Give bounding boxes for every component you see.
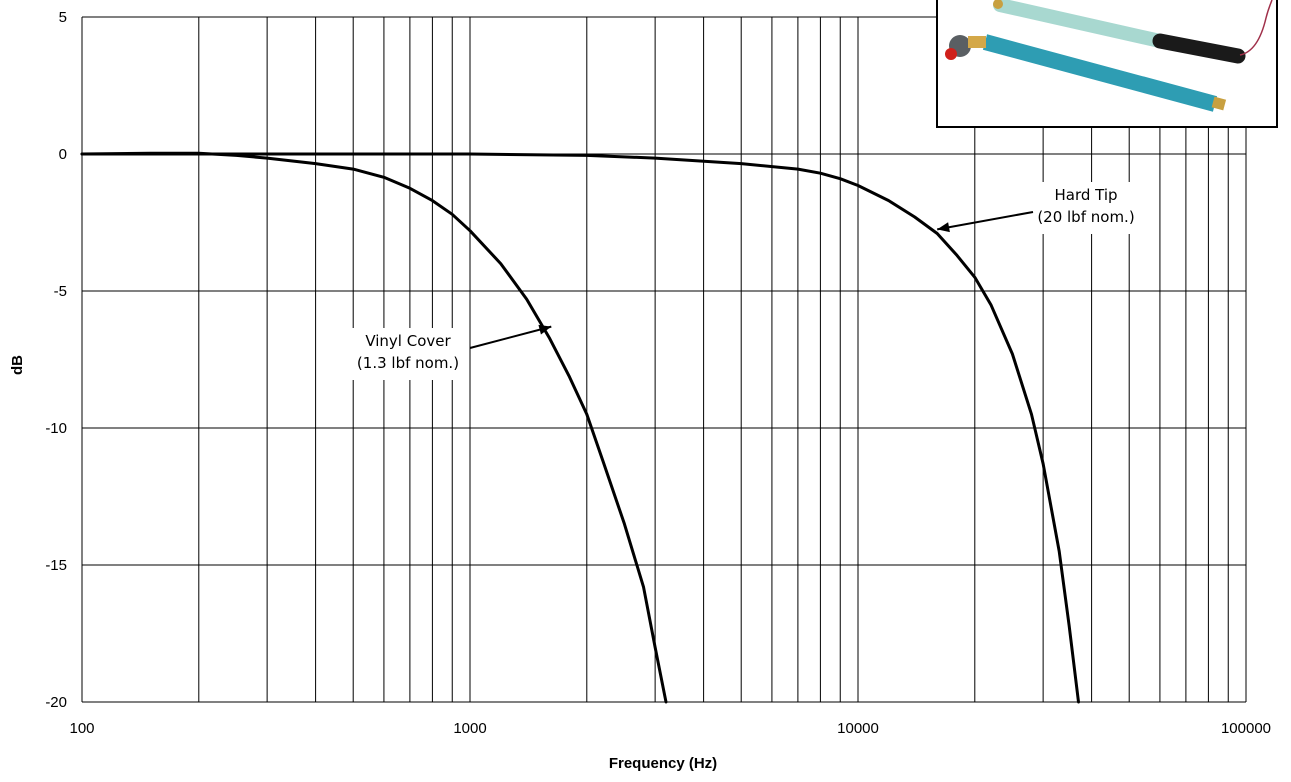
red-tip — [945, 48, 957, 60]
arrowhead — [937, 222, 950, 233]
series-line-hard-tip — [80, 152, 1080, 704]
y-tick-label: 0 — [59, 146, 67, 163]
black-grip — [1152, 33, 1246, 64]
tips-photo — [936, 0, 1278, 128]
series-line-vinyl-cover — [80, 151, 668, 704]
annotation-hard-tip: Hard Tip (20 lbf nom.) — [937, 182, 1148, 234]
y-tick-label: -15 — [45, 557, 67, 574]
annotation-text: Hard Tip — [1054, 186, 1117, 204]
y-tick-label: -10 — [45, 420, 67, 437]
brass-tip — [993, 0, 1003, 9]
annotation-box — [1024, 182, 1148, 234]
x-tick-label: 10000 — [837, 720, 879, 737]
grid — [81, 16, 1247, 703]
annotation-text: (20 lbf nom.) — [1037, 208, 1134, 226]
tick-labels: 100 1000 10000 100000 5 0 -5 -10 -15 -20 — [45, 9, 1271, 737]
light-tip-handle — [993, 0, 1167, 48]
annotation-text: (1.3 lbf nom.) — [357, 354, 459, 372]
cable — [1239, 0, 1273, 56]
x-axis-title: Frequency (Hz) — [609, 755, 717, 772]
annotation-text: Vinyl Cover — [365, 332, 451, 350]
teal-tip-handle — [982, 34, 1218, 112]
brass-end — [1211, 96, 1227, 111]
brass-coupler — [968, 36, 986, 48]
photo-frame — [936, 0, 1278, 128]
x-tick-label: 1000 — [453, 720, 486, 737]
annotation-box — [348, 328, 468, 380]
annotations: Hard Tip (20 lbf nom.) Vinyl Cover (1.3 lbf… — [348, 182, 1148, 380]
curves — [80, 151, 1080, 704]
x-tick-label: 100000 — [1221, 720, 1271, 737]
y-tick-label: -5 — [54, 283, 67, 300]
y-tick-label: -20 — [45, 694, 67, 711]
arrowhead — [538, 324, 552, 335]
y-tick-label: 5 — [59, 9, 67, 26]
y-axis-title: dB — [9, 355, 26, 375]
annotation-vinyl-cover: Vinyl Cover (1.3 lbf nom.) — [348, 324, 552, 380]
annotation-arrow — [937, 211, 1034, 231]
x-tick-label: 100 — [69, 720, 94, 737]
annotation-arrow — [469, 325, 552, 349]
